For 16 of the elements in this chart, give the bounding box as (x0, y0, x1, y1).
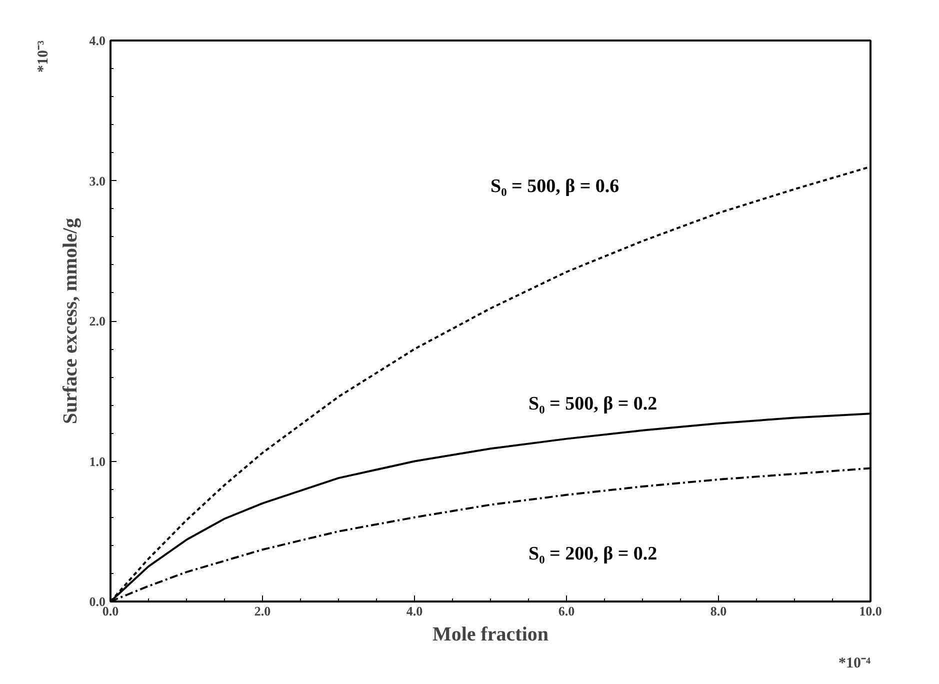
text: S₀ = 200, β = 0.2 (528, 543, 658, 564)
y-tick-label: 3.0 (89, 173, 106, 188)
y-tick-label: 4.0 (89, 33, 106, 48)
x-tick-label: 2.0 (254, 604, 271, 618)
y-tick-label: 1.0 (89, 454, 106, 469)
x-tick-label: 10.0 (859, 604, 882, 618)
x-axis-title: Mole fraction (432, 624, 549, 646)
series-label: S₀ = 500, β = 0.2 (528, 394, 658, 415)
y-tick-label: 2.0 (89, 314, 106, 328)
x-tick-label: 6.0 (558, 604, 575, 618)
x-tick-label: 8.0 (710, 604, 727, 618)
text: *10⁻⁴ (838, 656, 872, 672)
text: *10⁻³ (36, 40, 52, 72)
text: S₀ = 500, β = 0.6 (490, 176, 620, 197)
y-axis-title: Surface excess, mmole/g (59, 218, 82, 424)
x-tick-label: 4.0 (406, 604, 423, 618)
